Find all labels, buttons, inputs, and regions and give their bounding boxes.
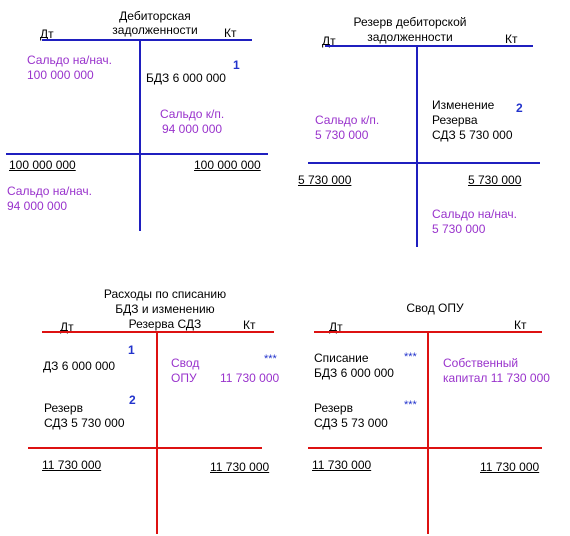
acc1-credit-label: Кт — [224, 26, 237, 40]
acc2-title-line1: Резерв дебиторской — [353, 15, 467, 29]
acc1-debit-label: Дт — [40, 27, 54, 41]
acc1-total-line — [6, 153, 268, 155]
acc1-opening-balance-value: 100 000 000 — [27, 68, 94, 82]
acc2-closing-value: 5 730 000 — [315, 128, 369, 142]
acc3-debit-entry2-line1: Резерв — [44, 401, 83, 415]
acc3-stars-marker: *** — [264, 353, 277, 365]
acc4-credit-label: Кт — [514, 318, 527, 332]
acc1-vertical-line — [139, 39, 141, 231]
acc2-total-debit: 5 730 000 — [298, 173, 352, 187]
acc3-total-line — [28, 447, 262, 449]
acc1-closing-value: 94 000 000 — [162, 122, 223, 136]
acc3-credit-line2: ОПУ — [171, 371, 197, 385]
acc2-next-balance-label: Сальдо на/нач. — [432, 207, 517, 221]
acc3-debit-label: Дт — [60, 320, 74, 334]
acc2-top-line — [325, 45, 533, 47]
acc3-total-debit: 11 730 000 — [42, 458, 102, 472]
acc3-top-line — [42, 331, 274, 333]
acc4-total-debit: 11 730 000 — [312, 458, 372, 472]
acc3-credit-value: 11 730 000 — [220, 371, 280, 385]
acc2-entry-line2: Резерва — [432, 113, 478, 127]
acc3-total-credit: 11 730 000 — [210, 460, 270, 474]
acc4-debit-label: Дт — [329, 320, 343, 334]
acc2-total-line — [308, 162, 540, 164]
acc4-debit-entry2-line2: СДЗ 5 73 000 — [314, 416, 388, 430]
acc2-entry-marker: 2 — [516, 101, 523, 115]
acc1-total-credit: 100 000 000 — [194, 158, 261, 172]
acc1-entry-marker: 1 — [233, 58, 240, 72]
acc1-title-line1: Дебиторская — [119, 9, 191, 23]
acc3-marker2: 2 — [129, 393, 136, 407]
acc3-debit-entry2-line2: СДЗ 5 730 000 — [44, 416, 125, 430]
acc1-opening-balance-label: Сальдо на/нач. — [27, 53, 112, 67]
acc3-debit-entry1: ДЗ 6 000 000 — [43, 359, 116, 373]
acc1-closing-label: Сальдо к/п. — [160, 107, 225, 121]
acc2-title-line2: задолженности — [367, 30, 453, 44]
acc4-total-credit: 11 730 000 — [480, 460, 540, 474]
acc3-title-line2: БДЗ и изменению — [115, 302, 215, 316]
acc3-credit-label: Кт — [243, 318, 256, 332]
acc3-marker1: 1 — [128, 343, 135, 357]
acc2-debit-label: Дт — [322, 34, 336, 48]
acc4-stars-marker1: *** — [404, 351, 417, 363]
acc4-total-line — [308, 447, 542, 449]
acc1-total-debit: 100 000 000 — [9, 158, 76, 172]
acc2-entry-line1: Изменение — [432, 98, 495, 112]
acc2-credit-label: Кт — [505, 32, 518, 46]
acc1-top-line — [42, 39, 252, 41]
acc2-next-balance-value: 5 730 000 — [432, 222, 486, 236]
acc2-closing-label: Сальдо к/п. — [315, 113, 380, 127]
acc3-title-line1: Расходы по списанию — [103, 287, 227, 301]
acc1-next-balance-label: Сальдо на/нач. — [7, 184, 92, 198]
acc3-credit-line1: Свод — [171, 356, 200, 370]
acc1-title-line2: задолженности — [112, 23, 198, 37]
acc4-credit-line2: капитал 11 730 000 — [443, 371, 550, 385]
acc3-vertical-line — [156, 331, 158, 534]
acc2-total-credit: 5 730 000 — [468, 173, 522, 187]
acc1-credit-entry: БДЗ 6 000 000 — [146, 71, 226, 85]
acc4-title: Свод ОПУ — [406, 301, 464, 315]
acc4-stars-marker2: *** — [404, 399, 417, 411]
acc4-debit-entry1-line2: БДЗ 6 000 000 — [314, 366, 394, 380]
acc1-next-balance-value: 94 000 000 — [7, 199, 68, 213]
acc4-vertical-line — [427, 331, 429, 534]
acc4-debit-entry2-line1: Резерв — [314, 401, 353, 415]
acc4-credit-line1: Собственный — [443, 356, 519, 370]
acc2-entry-line3: СДЗ 5 730 000 — [432, 128, 513, 142]
acc2-vertical-line — [416, 45, 418, 247]
acc3-title-line3: Резерва СДЗ — [128, 317, 202, 331]
acc4-debit-entry1-line1: Списание — [314, 351, 369, 365]
